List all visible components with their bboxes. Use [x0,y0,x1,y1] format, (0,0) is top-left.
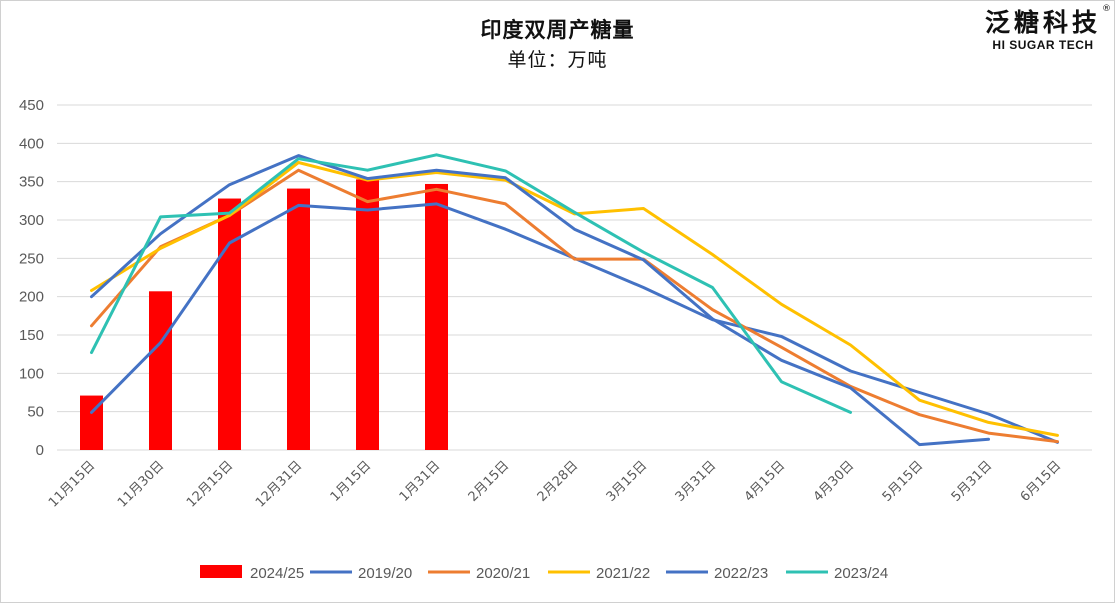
x-tick-label: 12月15日 [184,458,236,510]
y-tick-label: 350 [19,174,44,191]
brand-name-en: HI SUGAR TECH [992,38,1094,52]
legend-label: 2019/20 [358,565,412,582]
bar-2024/25-12月31日 [287,188,310,451]
x-tick-label: 2月15日 [466,458,513,505]
series-line-2023/24 [90,153,852,414]
x-tick-label: 1月31日 [397,458,444,505]
legend-swatch-2024/25 [200,565,242,578]
chart-subtitle: 单位：万吨 [507,49,608,71]
series-line-2020/21 [90,168,1059,444]
x-tick-label: 4月15日 [742,458,789,505]
x-tick-label: 5月15日 [880,458,927,505]
y-tick-label: 0 [36,442,44,459]
legend-label: 2024/25 [250,565,304,582]
legend: 2024/25 2019/20 2020/21 2021/22 2022/23 2023/… [200,565,888,582]
x-tick-label: 2月28日 [535,458,582,505]
legend-label: 2023/24 [834,565,888,582]
y-tick-label: 200 [19,289,44,306]
x-tick-label: 4月30日 [811,458,858,505]
chart-title: 印度双周产糖量 [480,18,635,42]
bar-2024/25-1月15日 [356,179,379,450]
legend-label: 2020/21 [476,565,530,582]
x-tick-label: 12月31日 [253,458,305,510]
x-tick-label: 6月15日 [1018,458,1065,505]
legend-label: 2022/23 [714,565,768,582]
x-tick-label: 11月15日 [46,458,98,510]
x-tick-label: 1月15日 [328,458,375,505]
y-tick-label: 300 [19,212,44,229]
brand-name-cn: 泛糖科技 [984,8,1101,37]
registered-mark: ® [1102,4,1111,14]
y-axis-ticks: 0 50 100 150 200 250 300 350 400 450 [19,97,44,459]
x-tick-label: 3月31日 [673,458,720,505]
bar-series [80,179,448,451]
y-tick-label: 250 [19,250,44,267]
y-tick-label: 150 [19,327,44,344]
x-tick-label: 3月15日 [604,458,651,505]
legend-label: 2021/22 [596,565,650,582]
x-tick-label: 5月31日 [949,458,996,505]
bar-2024/25-1月31日 [425,183,448,450]
x-tick-label: 11月30日 [115,458,167,510]
line-series [90,153,1059,447]
bar-2024/25-11月15日 [80,395,103,450]
bar-2024/25-11月30日 [149,291,172,450]
brand-logo: 泛糖科技 HI SUGAR TECH ® [984,4,1111,52]
bar-2024/25-12月15日 [218,198,241,450]
y-tick-label: 50 [27,404,44,421]
y-tick-label: 100 [19,365,44,382]
y-tick-label: 450 [19,97,44,114]
y-tick-label: 400 [19,135,44,152]
series-line-2022/23 [90,154,990,447]
x-axis-ticks: 11月15日 11月30日 12月15日 12月31日 1月15日 1月31日 2月15日 2… [46,458,1064,510]
